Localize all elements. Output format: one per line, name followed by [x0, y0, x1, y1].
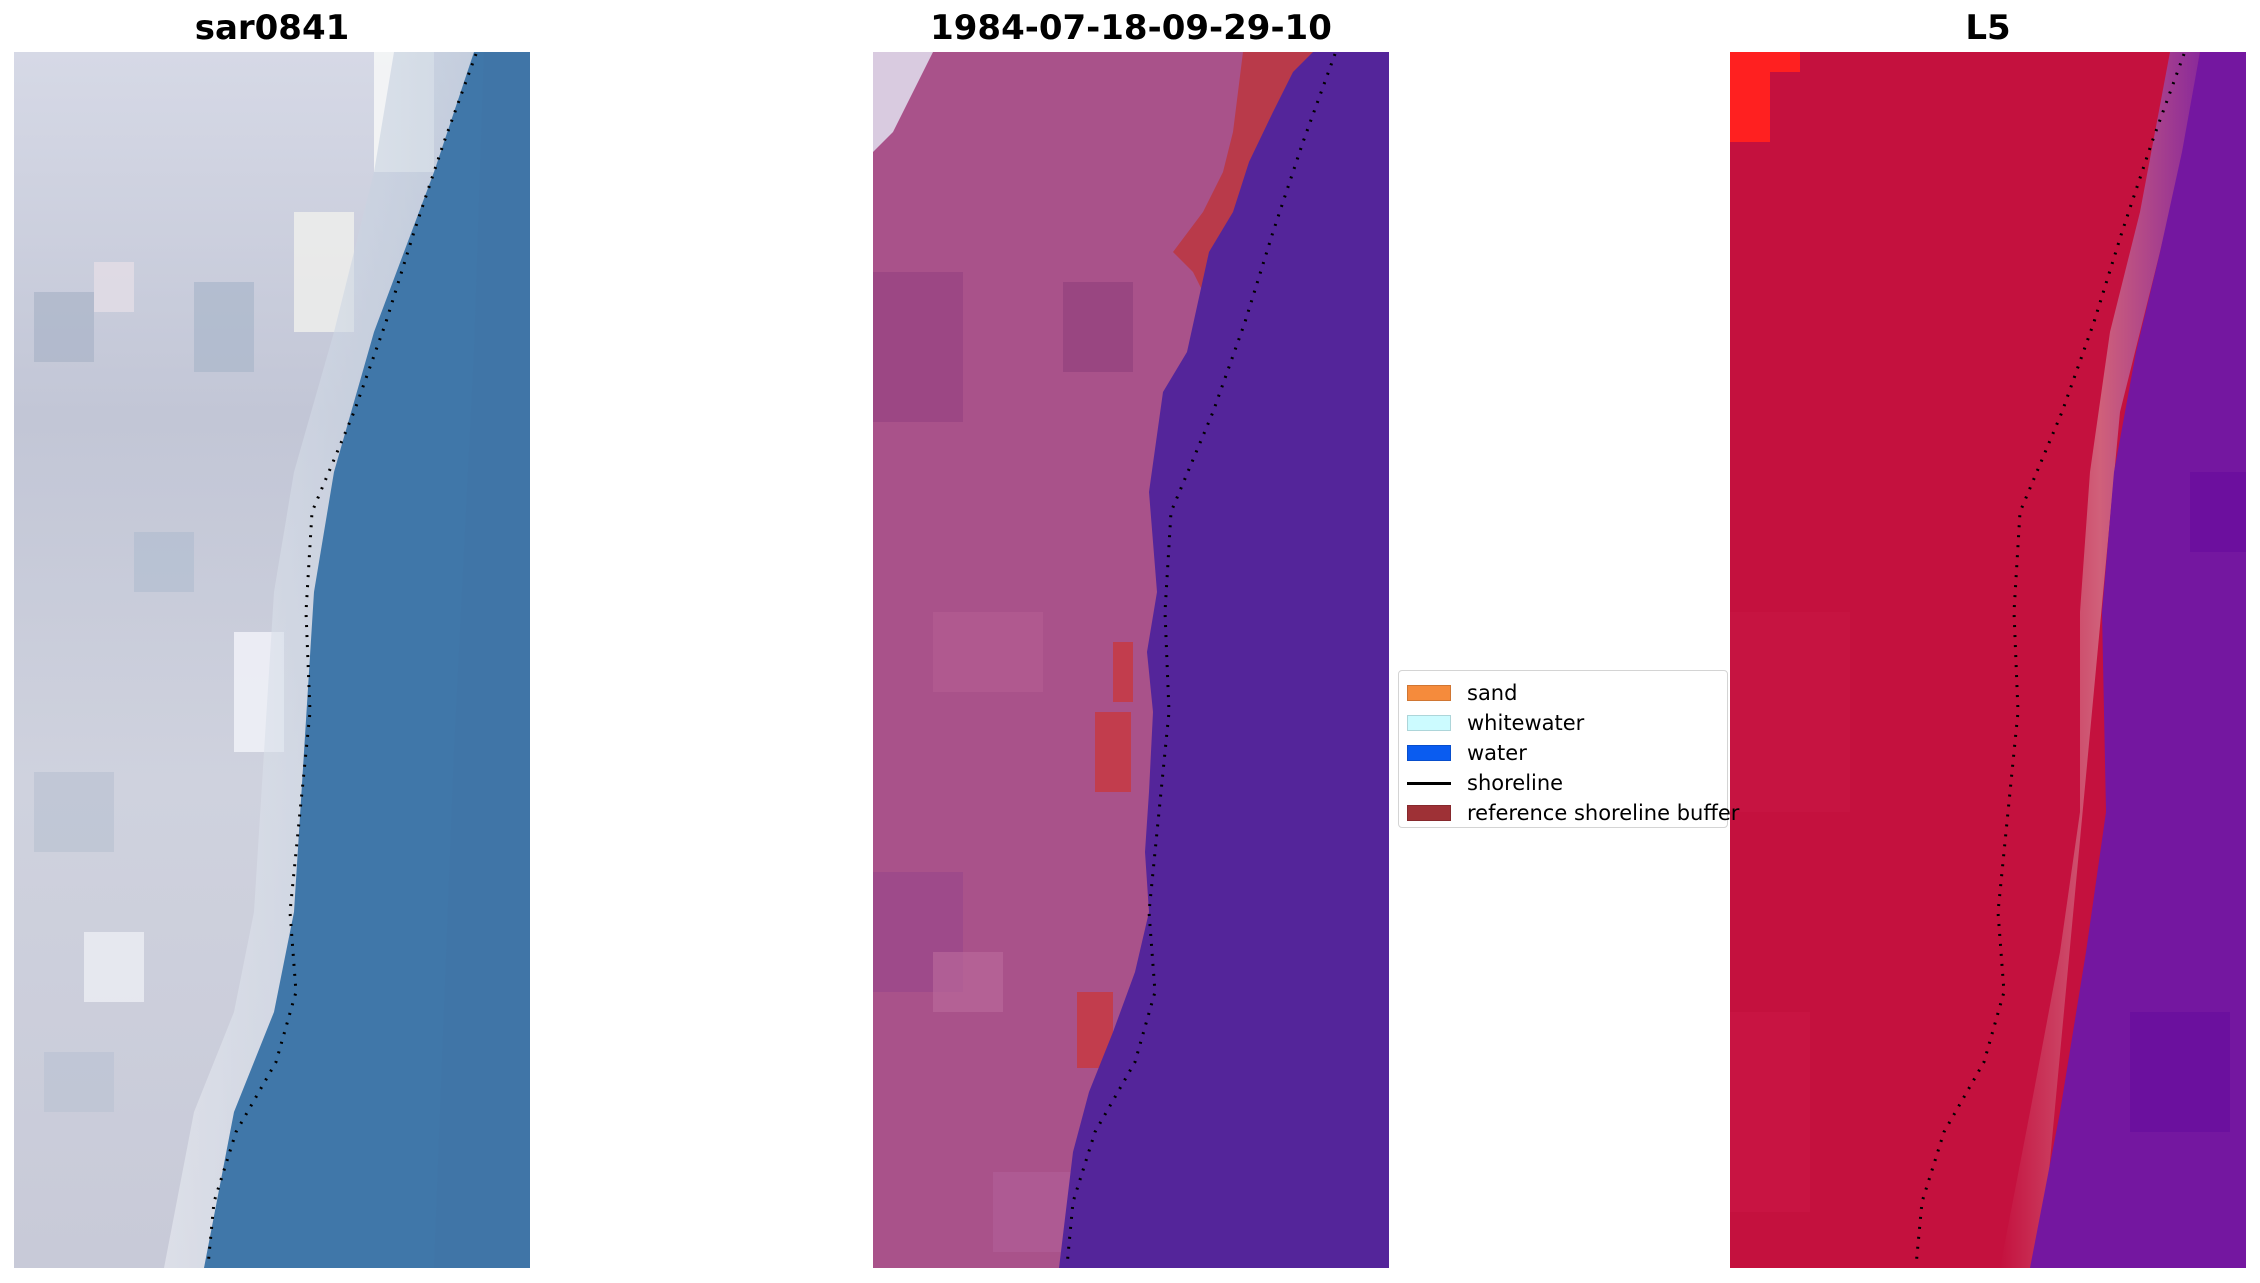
whitewater-swatch-icon	[1407, 715, 1451, 731]
index-image-panel	[1730, 52, 2246, 1268]
panel-title-classified: 1984-07-18-09-29-10	[930, 8, 1332, 48]
legend-item-water: water	[1407, 741, 1527, 765]
legend-item-sand: sand	[1407, 681, 1517, 705]
panel-title-rgb: sar0841	[194, 8, 350, 48]
legend-item-whitewater: whitewater	[1407, 711, 1584, 735]
buffer-swatch-icon	[1407, 805, 1451, 821]
legend-label: water	[1467, 741, 1527, 765]
rgb-image	[14, 52, 530, 1268]
sand-swatch-icon	[1407, 685, 1451, 701]
rgb-image-panel	[14, 52, 530, 1268]
legend-label: shoreline	[1467, 771, 1564, 795]
shoreline-line-icon	[1407, 781, 1451, 785]
index-image	[1730, 52, 2246, 1268]
legend: sand whitewater water shoreline referenc…	[1398, 670, 1739, 828]
legend-item-shoreline: shoreline	[1407, 771, 1563, 795]
panel-title-index: L5	[1965, 8, 2011, 48]
water-swatch-icon	[1407, 745, 1451, 761]
classified-image-panel	[873, 52, 1389, 1268]
legend-label: reference shoreline buffer	[1467, 801, 1740, 825]
legend-label: sand	[1467, 681, 1518, 705]
legend-label: whitewater	[1467, 711, 1585, 735]
legend-item-reference-buffer: reference shoreline buffer	[1407, 801, 1739, 825]
classified-image	[873, 52, 1389, 1268]
